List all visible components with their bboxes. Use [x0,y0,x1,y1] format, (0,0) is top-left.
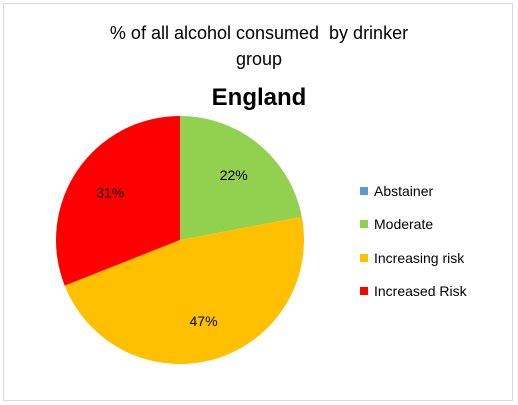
legend-label-abstainer: Abstainer [374,183,434,199]
pie-label-increasing-risk: 47% [190,313,218,329]
chart-title-line-1: % of all alcohol consumed by drinker [109,23,409,43]
legend-swatch-increasing-risk [360,254,368,262]
legend-item-increased-risk: Increased Risk [360,282,467,300]
pie-label-moderate: 22% [220,167,248,183]
pie-slice-moderate [180,116,302,240]
pie-label-increased-risk: 31% [96,185,124,201]
chart-title-line-2: group [235,49,283,69]
legend-label-increased-risk: Increased Risk [374,283,467,299]
legend-label-moderate: Moderate [374,216,434,232]
pie-slice-increased-risk [56,115,181,286]
chart-subtitle: England [211,84,307,111]
pie-slice-increasing-risk [64,216,304,364]
legend-swatch-increased-risk [360,287,368,295]
legend-label-increasing-risk: Increasing risk [374,250,465,266]
legend-item-abstainer: Abstainer [360,182,433,200]
legend-swatch-abstainer [360,187,368,195]
legend-item-moderate: Moderate [360,215,433,233]
legend-item-increasing-risk: Increasing risk [360,249,464,267]
legend-swatch-moderate [360,220,368,228]
